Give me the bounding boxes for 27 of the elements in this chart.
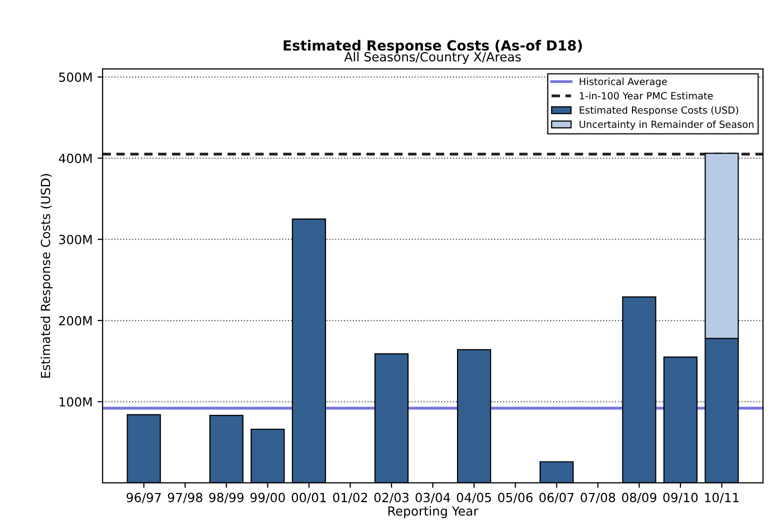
chart-subtitle: All Seasons/Country X/Areas	[344, 52, 521, 64]
y-tick-label: 300M	[59, 234, 92, 244]
x-tick-label: 08/09	[622, 492, 656, 504]
legend-label: Estimated Response Costs (USD)	[580, 106, 738, 116]
legend-label: 1-in-100 Year PMC Estimate	[580, 92, 713, 100]
y-axis-title: Estimated Response Costs (USD)	[40, 174, 53, 378]
x-tick-label: 07/08	[580, 492, 616, 504]
y-tick-label: 400M	[58, 154, 92, 164]
x-tick-label: 01/02	[333, 492, 367, 504]
x-axis-title: Reporting Year	[388, 506, 478, 518]
x-tick-label: 09/10	[663, 492, 698, 504]
y-tick-label: 500M	[59, 72, 92, 82]
y-tick-label: 200M	[59, 316, 92, 326]
x-tick-label: 10/11	[705, 492, 739, 504]
x-tick-label: 04/05	[456, 492, 491, 504]
x-tick-label: 03/04	[416, 492, 450, 504]
x-tick-label: 05/06	[498, 492, 533, 504]
x-tick-label: 06/07	[539, 492, 574, 504]
x-tick-label: 02/03	[374, 492, 409, 504]
legend-label: Uncertainty in Remainder of Season	[580, 120, 754, 130]
x-tick-label: 98/99	[209, 492, 244, 504]
x-tick-label: 97/98	[168, 492, 202, 504]
x-tick-label: 00/01	[292, 492, 326, 504]
legend-label: Historical Average	[580, 78, 667, 88]
x-tick-label: 96/97	[126, 492, 161, 504]
y-tick-label: 100M	[60, 397, 92, 407]
x-tick-label: 99/00	[250, 492, 285, 504]
